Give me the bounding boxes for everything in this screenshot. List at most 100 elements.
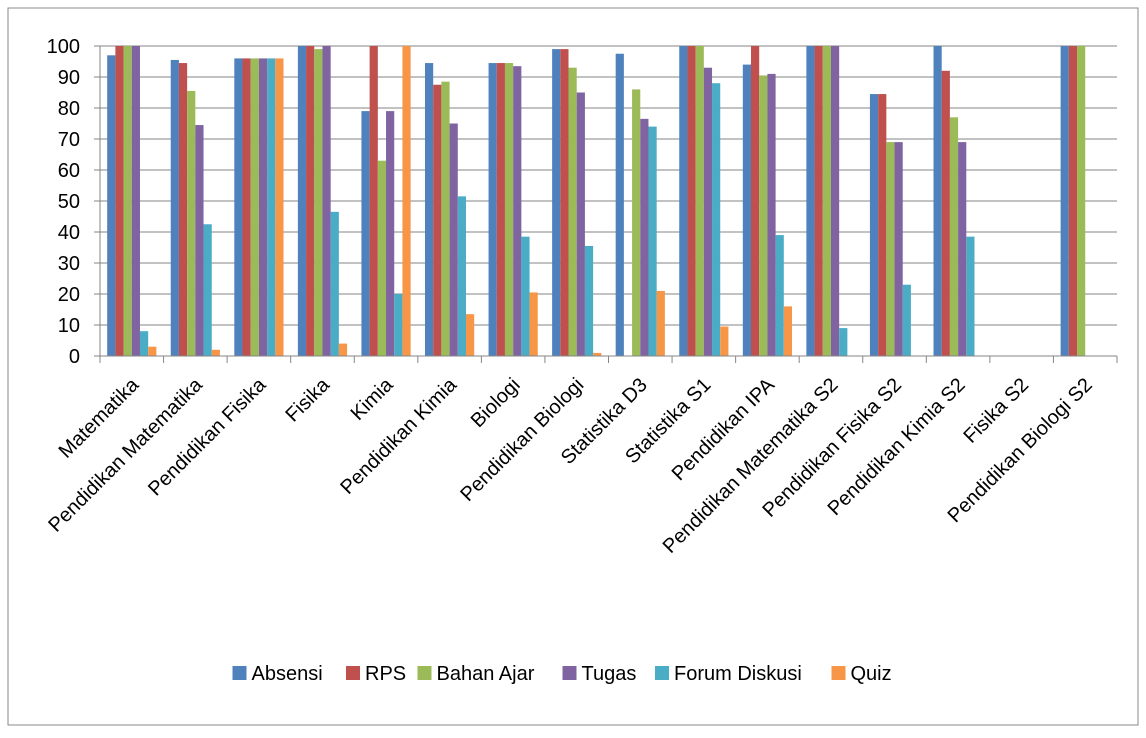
legend-label: Absensi [252,663,323,685]
y-tick-label: 80 [58,98,80,120]
bar [275,58,284,357]
bar [250,58,259,357]
bar [131,46,140,356]
legend-swatch [232,666,247,680]
bar [576,92,585,356]
legend-label: Bahan Ajar [437,663,535,685]
bar [402,46,411,356]
bar [759,75,768,356]
bar [679,46,688,356]
legend-swatch [346,666,360,680]
bar [424,63,434,357]
bar [933,46,942,356]
bar [195,125,204,356]
bar [314,49,323,356]
bar [441,81,450,357]
bar [830,46,840,356]
legend-swatch [417,666,432,680]
bar [386,111,395,356]
bar [496,63,505,357]
bar [958,142,967,356]
bar [211,349,220,356]
bar [267,58,276,357]
bar [123,46,132,356]
bar [187,90,196,356]
bar [949,117,959,356]
bar [148,346,157,356]
bar [584,245,594,356]
bar [107,55,116,357]
bar [115,46,124,356]
bar [465,314,475,356]
legend-label: Quiz [851,663,892,685]
bar [504,63,514,357]
bar [767,73,776,357]
bar [640,118,649,356]
bar [234,58,243,357]
y-tick-label: 50 [58,191,80,213]
bar [488,63,497,357]
bar [869,94,879,357]
bar [449,123,458,356]
bar [322,46,331,356]
y-tick-label: 30 [58,253,80,275]
bar [369,46,378,356]
bar [560,49,569,356]
y-tick-label: 90 [58,67,80,89]
bar [513,66,522,357]
bar [258,58,268,357]
bar [783,306,793,356]
bar [687,46,696,356]
bar [178,63,188,357]
legend-label: Forum Diskusi [674,663,802,685]
bar [361,111,370,356]
bar [1077,46,1086,356]
bar [695,46,704,356]
bar [656,290,665,356]
bar [720,326,729,356]
bar [742,64,752,356]
bar [521,236,530,356]
bar [1060,46,1069,356]
bar [814,46,823,356]
bar [568,67,577,356]
bar [306,46,315,356]
bar [139,331,149,356]
y-tick-label: 40 [58,222,80,244]
bar [1068,46,1078,356]
bar [751,46,760,356]
bar [703,67,713,356]
bar [822,46,831,356]
bar [839,328,848,356]
bar [297,46,307,356]
bar [878,94,887,357]
bar [632,89,641,357]
bar [712,83,721,356]
bar [330,211,339,356]
bar [338,343,348,356]
bar [203,224,212,356]
y-tick-label: 70 [58,129,80,151]
bar [902,284,911,356]
bar [552,49,561,356]
legend-swatch [655,666,669,680]
y-tick-label: 0 [69,346,80,368]
bar [242,58,251,357]
bar [886,142,895,356]
bar [615,53,624,356]
bar [170,59,179,356]
y-tick-label: 60 [58,160,80,182]
y-tick-label: 20 [58,284,80,306]
bar [648,126,657,356]
y-tick-label: 100 [47,36,80,58]
bar [941,70,950,357]
legend-swatch [562,666,577,680]
bar [377,160,387,356]
legend-swatch [831,666,846,680]
bar [894,142,903,356]
bar [394,294,403,356]
bar [806,46,815,356]
y-tick-label: 10 [58,315,80,337]
bar [433,84,442,356]
